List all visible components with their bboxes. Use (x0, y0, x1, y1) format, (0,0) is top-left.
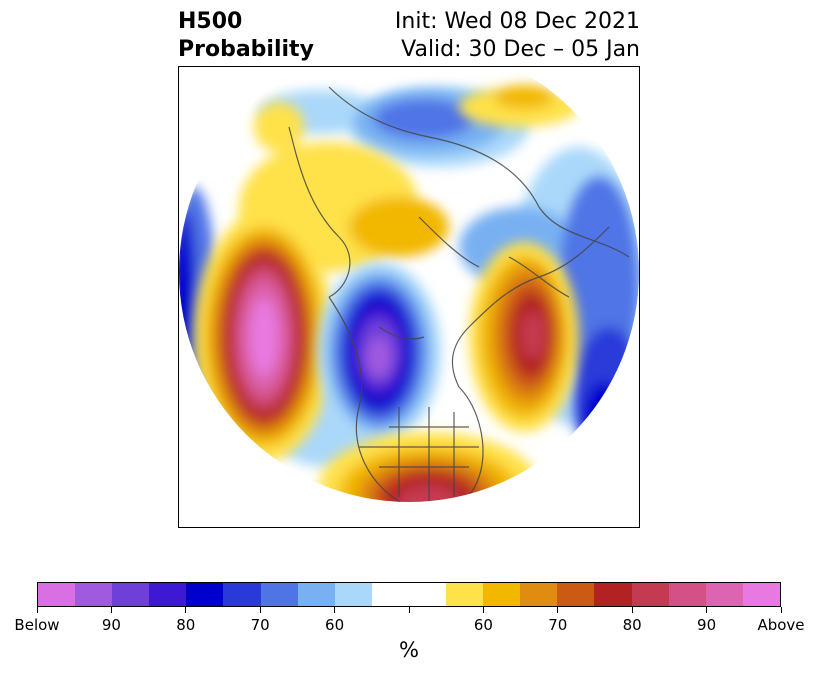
colorbar-segment (297, 583, 335, 606)
title-left: H500 Probability (178, 8, 314, 64)
colorbar (37, 582, 781, 607)
colorbar-tick (110, 607, 112, 613)
init-time: Init: Wed 08 Dec 2021 (394, 9, 640, 34)
probability-map (179, 67, 639, 502)
colorbar-segment (260, 583, 298, 606)
colorbar-segment (186, 583, 224, 606)
map-panel (178, 66, 640, 528)
colorbar-tick (334, 607, 336, 613)
colorbar-tick-label: 60 (325, 616, 345, 634)
colorbar-tick-label: 80 (176, 616, 196, 634)
colorbar-tick (185, 607, 187, 613)
colorbar-segment (705, 583, 743, 606)
colorbar-segment (631, 583, 669, 606)
colorbar-segment (446, 583, 484, 606)
colorbar-tick (482, 607, 484, 613)
colorbar-segment (149, 583, 187, 606)
title-right: Init: Wed 08 Dec 2021 Valid: 30 Dec – 05… (395, 8, 640, 64)
colorbar-segment (520, 583, 558, 606)
colorbar-segment (483, 583, 521, 606)
colorbar-segment (112, 583, 150, 606)
colorbar-tick-label: 90 (697, 616, 717, 634)
colorbar-tick-label: 70 (548, 616, 568, 634)
colorbar-tick (408, 607, 410, 613)
colorbar-tick (36, 607, 38, 613)
colorbar-segment (668, 583, 706, 606)
colorbar-segment (371, 583, 409, 606)
colorbar-segment (38, 583, 76, 606)
colorbar-tick-label: Below (14, 616, 60, 634)
colorbar-segment (594, 583, 632, 606)
colorbar-segment (557, 583, 595, 606)
colorbar-tick-label: 80 (622, 616, 642, 634)
colorbar-segment (408, 583, 447, 606)
colorbar-tick-label: 70 (250, 616, 270, 634)
colorbar-tick-label: 60 (473, 616, 493, 634)
colorbar-tick (557, 607, 559, 613)
title-product: Probability (178, 37, 314, 62)
colorbar-tick (780, 607, 782, 613)
map-disc (179, 67, 639, 502)
colorbar-tick-label: 90 (101, 616, 121, 634)
colorbar-unit: % (399, 638, 419, 662)
colorbar-segment (223, 583, 261, 606)
colorbar-tick-label: Above (757, 616, 805, 634)
colorbar-tick (259, 607, 261, 613)
title-variable: H500 (178, 9, 243, 34)
colorbar-tick (706, 607, 708, 613)
colorbar-tick (631, 607, 633, 613)
colorbar-segment (742, 583, 780, 606)
colorbar-segment (334, 583, 372, 606)
valid-period: Valid: 30 Dec – 05 Jan (401, 37, 640, 62)
colorbar-segment (75, 583, 113, 606)
